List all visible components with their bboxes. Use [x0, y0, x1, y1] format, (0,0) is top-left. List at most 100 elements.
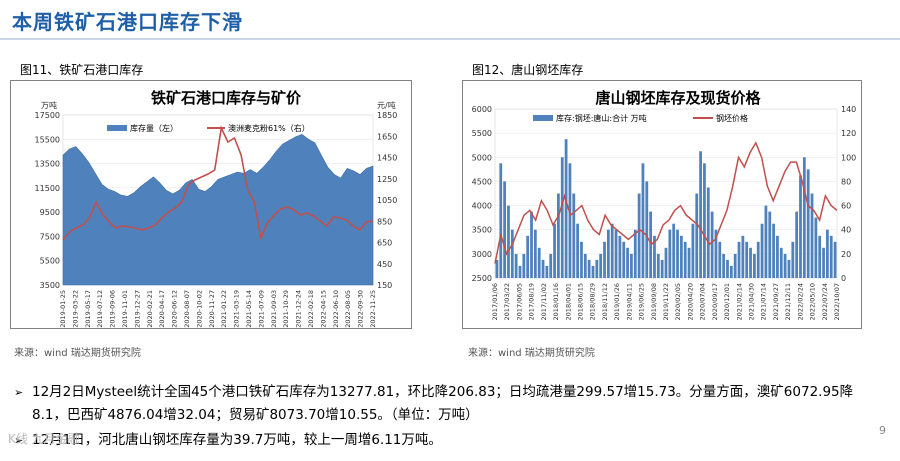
x-tick-label: 2017/01/06 [491, 283, 499, 320]
inventory-bar [660, 259, 664, 278]
inventory-bar [664, 247, 668, 278]
x-tick-label: 2020/12/01 [723, 283, 731, 320]
inventory-bar [545, 265, 549, 278]
bullet-text-line2: 8.1，巴西矿4876.04增32.04；贸易矿8073.70增10.55。（单… [32, 407, 479, 423]
inventory-bar [633, 229, 637, 278]
inventory-bar [779, 247, 783, 278]
bullet-arrow-icon: ➢ [14, 386, 24, 399]
inventory-bar [537, 247, 541, 278]
inventory-bar [610, 223, 614, 278]
inventory-bar [826, 229, 829, 278]
inventory-bar [706, 187, 710, 278]
bullet-arrow-icon: ➢ [14, 434, 24, 447]
x-tick-label: 2019-11-01 [121, 290, 129, 328]
x-tick-label: 2020-02-21 [146, 290, 154, 328]
x-tick-label: 2022-04-15 [319, 290, 327, 328]
inventory-bar [737, 241, 741, 278]
inventory-bar [679, 235, 683, 279]
inventory-bar [756, 241, 760, 278]
source-left: 来源：wind 瑞达期货研究院 [14, 348, 141, 359]
y2-tick-label: 650 [377, 239, 392, 248]
x-tick-label: 2019/06/25 [638, 283, 646, 320]
x-tick-label: 2022-02-18 [307, 290, 315, 328]
inventory-bar [760, 223, 764, 278]
y2-tick-label: 60 [841, 202, 851, 211]
x-tick-label: 2021/07/14 [760, 283, 768, 320]
inventory-bar [822, 247, 825, 278]
y-tick-label: 3000 [472, 250, 492, 259]
inventory-bar [753, 253, 756, 278]
price-line [62, 125, 374, 241]
x-tick-label: 2021/09/27 [772, 283, 780, 320]
y2-tick-label: 20 [841, 250, 851, 259]
x-tick-label: 2019-09-06 [109, 290, 117, 328]
figure-label-right: 图12、唐山钢坯库存 [472, 63, 584, 77]
legend-label-price: 澳洲麦克粉61%（右） [228, 123, 310, 133]
inventory-bar [557, 193, 560, 278]
inventory-bar [814, 217, 818, 278]
inventory-bar [683, 241, 687, 278]
bullet-billet: ➢ 12月1日，河北唐山钢坯库存量为39.7万吨，较上一周增6.11万吨。 [14, 429, 442, 452]
x-tick-label: 2018/08/29 [589, 283, 597, 320]
inventory-bar [564, 139, 568, 278]
inventory-bar [833, 241, 837, 278]
y2-tick-label: 0 [841, 274, 846, 283]
inventory-bar [560, 157, 564, 278]
right-axis-unit: 元/吨 [377, 100, 396, 110]
inventory-bar [829, 235, 833, 279]
inventory-bar [691, 223, 695, 278]
chart-panel-left: 铁矿石港口库存与矿价 万吨 元/吨 17500 15500 13500 11500 95… [10, 80, 412, 329]
inventory-area [62, 134, 374, 286]
y-tick-label: 6000 [472, 105, 492, 114]
inventory-bar [630, 253, 633, 278]
inventory-bar [587, 259, 591, 278]
inventory-bar [568, 163, 572, 278]
x-tick-label: 2018/04/01 [564, 283, 572, 320]
legend-label-billet-price: 钢坯价格 [716, 113, 748, 123]
y-tick-label: 3500 [472, 226, 492, 235]
y-tick-label: 9500 [40, 208, 60, 217]
inventory-bar [518, 265, 522, 278]
inventory-bar [618, 235, 622, 279]
inventory-bar [591, 265, 595, 278]
inventory-bar [722, 253, 726, 278]
x-tick-label: 2019-07-12 [96, 290, 104, 328]
inventory-bar [637, 193, 641, 278]
inventory-bar [499, 163, 503, 278]
x-tick-label: 2021-01-22 [220, 290, 228, 328]
x-tick-label: 2019/01/26 [613, 283, 621, 320]
inventory-bar [549, 253, 553, 278]
inventory-bar [783, 253, 787, 278]
y-tick-label: 5500 [40, 257, 60, 266]
inventory-bar [733, 253, 737, 278]
x-tick-label: 2017/11/02 [540, 283, 548, 320]
x-tick-label: 2022-08-05 [344, 290, 352, 328]
y-tick-label: 17500 [35, 111, 60, 120]
legend-swatch-billet-inventory [533, 115, 553, 121]
y-tick-label: 3500 [40, 281, 60, 290]
x-tick-label: 2018/11/12 [601, 283, 609, 320]
legend-label-billet-inventory: 库存:钢坯:唐山:合计 万吨 [556, 113, 647, 123]
inventory-bar [668, 229, 672, 278]
y2-tick-label: 850 [377, 217, 392, 226]
inventory-bar [645, 181, 649, 278]
x-tick-label: 2020/07/04 [699, 283, 707, 320]
x-tick-label: 2019/11/22 [662, 283, 670, 320]
y2-tick-label: 120 [841, 129, 856, 138]
x-tick-label: 2022/07/24 [821, 283, 829, 320]
inventory-bar [614, 229, 618, 278]
title-divider [0, 38, 900, 40]
legend-label-inventory: 库存量（左） [130, 123, 178, 133]
x-tick-label: 2018/01/16 [552, 283, 560, 320]
page-number: 9 [879, 424, 886, 437]
y2-tick-label: 1450 [377, 154, 397, 163]
x-tick-label: 2022/02/24 [796, 283, 804, 320]
x-tick-label: 2020-11-27 [208, 290, 216, 328]
x-tick-label: 2017/06/05 [515, 283, 523, 320]
x-tick-label: 2019/09/08 [650, 283, 658, 320]
x-tick-label: 2022-11-25 [369, 290, 377, 328]
inventory-bar [726, 259, 729, 278]
x-tick-label: 2017/08/19 [528, 283, 536, 320]
y2-tick-label: 1850 [377, 111, 397, 120]
bullet-text-line1: 12月1日，河北唐山钢坯库存量为39.7万吨，较上一周增6.11万吨。 [32, 432, 442, 448]
